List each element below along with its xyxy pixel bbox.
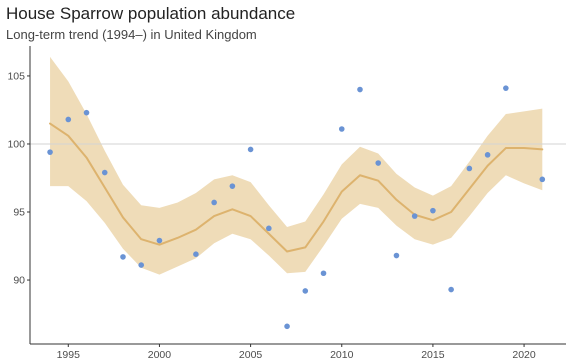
data-point (65, 116, 72, 123)
data-point (138, 262, 145, 268)
chart-title: House Sparrow population abundance (6, 4, 296, 23)
confidence-band-layer (50, 56, 543, 275)
y-tick-label: 105 (7, 70, 25, 82)
data-point (484, 152, 491, 158)
x-tick-label: 2000 (148, 349, 172, 361)
data-points-layer (47, 85, 546, 330)
axes-layer: 1995 2000 2005 2010 2015 2020 90 95 100 105 (7, 46, 566, 361)
data-point (101, 169, 108, 176)
data-point (247, 146, 254, 153)
x-tick-label: 2020 (512, 349, 536, 361)
data-point (302, 288, 309, 294)
data-point (338, 126, 345, 132)
data-point (284, 323, 290, 330)
data-point (375, 160, 382, 166)
data-point (156, 237, 163, 244)
x-tick-label: 2015 (421, 349, 445, 361)
x-tick-label: 2005 (239, 349, 263, 361)
chart-subtitle: Long-term trend (1994–) in United Kingdo… (6, 27, 257, 42)
data-point (503, 85, 509, 91)
y-tick-label: 90 (13, 275, 25, 287)
data-point (393, 252, 400, 259)
data-point (430, 207, 436, 214)
data-point (411, 213, 418, 219)
trend-line (49, 122, 544, 253)
data-point (266, 225, 272, 232)
x-tick-label: 2010 (330, 349, 354, 361)
data-point (357, 86, 363, 93)
data-point (83, 109, 90, 116)
data-point (466, 165, 473, 172)
data-point (211, 199, 217, 206)
confidence-band (50, 56, 543, 275)
x-tick-label: 1995 (57, 349, 81, 361)
trend-line-layer (49, 122, 544, 253)
data-point (229, 183, 236, 189)
data-point (448, 286, 454, 293)
y-tick-label: 95 (13, 207, 25, 219)
data-point (120, 254, 126, 260)
y-tick-label: 100 (7, 138, 25, 150)
data-point (193, 251, 199, 257)
data-point (47, 149, 53, 155)
data-point (539, 176, 546, 183)
data-point (320, 270, 327, 277)
